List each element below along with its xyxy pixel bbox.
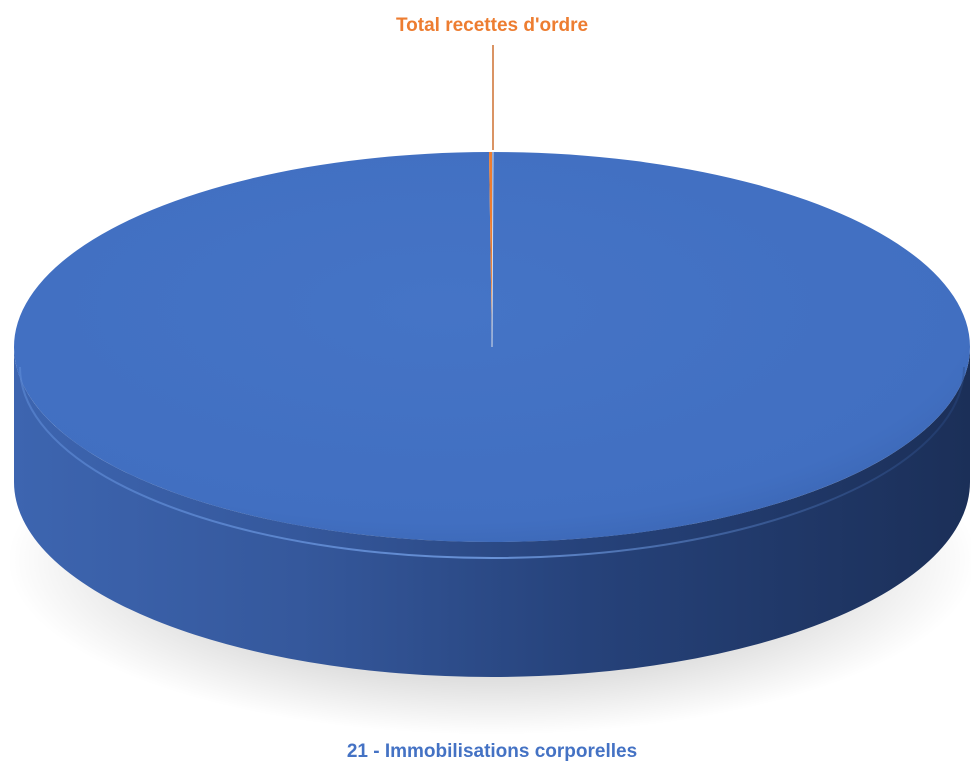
pie-slice-0 — [13, 152, 970, 542]
pie-slice-1 — [488, 152, 492, 347]
pie-rim-highlight — [19, 366, 965, 559]
slice-label-total-recettes: Total recettes d'ordre — [396, 15, 588, 36]
slice-label-immobilisations: 21 - Immobilisations corporelles — [347, 741, 637, 762]
pie-slices — [13, 151, 970, 542]
pie-side-wall — [14, 347, 970, 677]
pie-slice-sliver-edge — [491, 151, 494, 348]
